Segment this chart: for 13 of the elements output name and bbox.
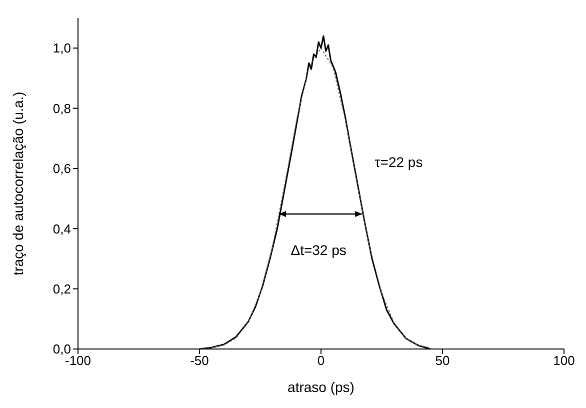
y-tick-label: 0,2 <box>52 281 71 296</box>
x-axis-title: atraso (ps) <box>288 379 354 395</box>
y-axis-title: traço de autocorrelação (u.a.) <box>10 92 26 276</box>
x-tick-label: -50 <box>190 353 209 368</box>
y-tick-label: 0,4 <box>52 221 71 236</box>
x-tick-label: 0 <box>317 353 325 368</box>
y-tick-label: 0,6 <box>52 161 71 176</box>
annotation: τ=22 ps <box>374 154 423 170</box>
x-tick-label: 50 <box>435 353 450 368</box>
annotation: Δt=32 ps <box>290 242 346 258</box>
y-tick-label: 1,0 <box>52 40 71 56</box>
x-tick-label: 100 <box>553 353 575 368</box>
y-tick-label: 0,8 <box>52 100 71 116</box>
